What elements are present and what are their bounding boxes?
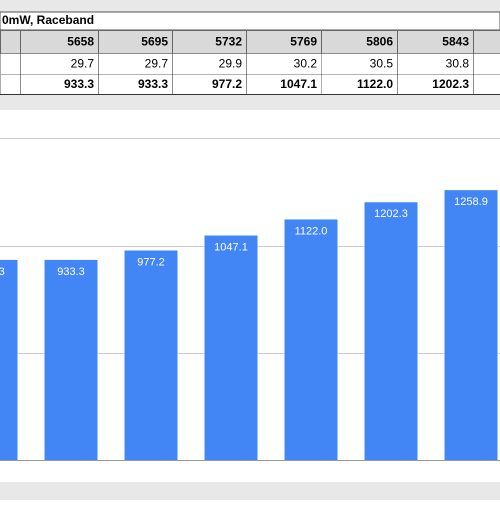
bar: [205, 236, 258, 460]
bar: [445, 190, 498, 460]
table-cell-text: 1202.3: [432, 77, 469, 91]
bar: [0, 260, 18, 460]
data-label: 933.3: [57, 266, 85, 278]
table-cell: [1, 31, 21, 54]
bar: [365, 202, 418, 460]
table-cell-text: 30.8: [446, 57, 470, 71]
table-cell-text: 933.3: [64, 77, 94, 91]
bar: [45, 260, 98, 460]
table-cell-text: 29.7: [71, 57, 95, 71]
data-label: 1122.0: [295, 225, 328, 237]
table-cell: [474, 54, 500, 75]
data-label: 1258.9: [454, 196, 488, 208]
table-cell-text: 977.2: [212, 77, 242, 91]
table-cell-text: 5806: [366, 35, 393, 49]
table-cell-text: 5695: [141, 35, 168, 49]
table-cell: [474, 75, 500, 95]
data-label: 933.3: [0, 266, 5, 278]
table-cell: [1, 54, 21, 75]
table-cell-text: 5732: [215, 35, 242, 49]
table-cell-text: 30.2: [294, 57, 318, 71]
table-cell-text: 1047.1: [280, 77, 317, 91]
data-label: 1047.1: [214, 241, 248, 253]
table-cell-text: 5843: [442, 35, 469, 49]
table-cell-text: 933.3: [138, 77, 168, 91]
table-cell-text: 1122.0: [357, 77, 393, 91]
table-cell: [474, 31, 500, 54]
data-label: 1202.3: [374, 208, 408, 220]
table-title: 0mW, Raceband: [2, 13, 94, 27]
table-cell-text: 5769: [290, 35, 317, 49]
table-cell-text: 29.9: [219, 57, 243, 71]
bar: [125, 251, 178, 460]
table-cell: [1, 75, 21, 95]
bar: [285, 219, 338, 460]
table-cell-text: 5658: [67, 35, 94, 49]
table-cell-text: 29.7: [145, 57, 169, 71]
data-label: 977.2: [137, 256, 165, 268]
table-cell-text: 30.5: [370, 57, 394, 71]
